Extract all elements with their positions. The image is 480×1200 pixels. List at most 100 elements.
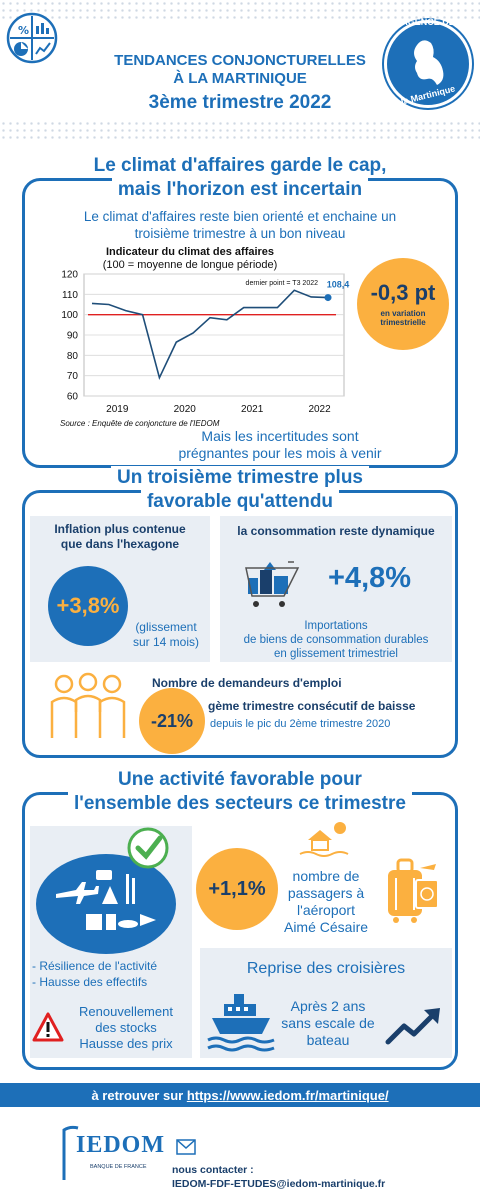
section1-intro-line2: troisième trimestre à un bon niveau <box>134 226 346 241</box>
contact-label: nous contacter : <box>172 1164 254 1176</box>
section1-title-line2: mais l'horizon est incertain <box>111 178 369 202</box>
footer-link-bar: à retrouver sur https://www.iedom.fr/mar… <box>0 1083 480 1107</box>
cruise-line2: sans escale de <box>281 1015 375 1031</box>
sectors-circle <box>36 854 176 954</box>
sectors-icons <box>56 870 156 930</box>
footer-link-prefix: à retrouver sur <box>91 1087 187 1103</box>
unemployment-title: Nombre de demandeurs d'emploi <box>152 676 342 690</box>
consumption-title: la consommation reste dynamique <box>237 524 435 538</box>
chart-y-tick-label: 60 <box>67 392 79 403</box>
air-traffic-line1: nombre de <box>292 868 360 884</box>
martinique-map-icon <box>414 40 444 85</box>
suitcase-icon <box>380 852 444 926</box>
kpi-climate-circle: -0,3 pt en variation trimestrielle <box>357 258 449 350</box>
chart-y-tick-label: 100 <box>61 310 78 321</box>
section3-title-line2: l'ensemble des secteurs ce trimestre <box>68 792 412 816</box>
inflation-note-line1: (glissement <box>135 620 197 634</box>
sectors-bullets: - Résilience de l'activité - Hausse des … <box>32 958 157 990</box>
chart-subtitle: (100 = moyenne de longue période) <box>102 259 278 271</box>
cruise-ship-icon <box>206 990 276 1052</box>
kpi-climate-label-line1: en variation <box>380 309 426 318</box>
unemployment-line1: gème trimestre consécutif de baisse <box>208 699 416 713</box>
section3-title: Une activité favorable pour l'ensemble d… <box>0 768 480 816</box>
air-traffic-text: nombre de passagers à l'aéroport Aimé Cé… <box>276 868 376 936</box>
header-dot-pattern-top <box>0 0 480 20</box>
inflation-note: (glissement sur 14 mois) <box>124 620 208 650</box>
chart-x-tick-label: 2020 <box>174 404 197 415</box>
people-icon <box>44 672 132 742</box>
air-traffic-line3: l'aéroport <box>297 902 355 918</box>
consumption-box <box>220 516 452 662</box>
section1-note-line1: Mais les incertitudes sont <box>201 428 359 444</box>
section2-title-line1: Un troisième trimestre plus <box>110 466 370 490</box>
cruise-line3: bateau <box>306 1032 350 1048</box>
inflation-title: Inflation plus contenue que dans l'hexag… <box>30 522 210 552</box>
section1-intro: Le climat d'affaires reste bien orienté … <box>30 208 450 242</box>
chart-x-tick-label: 2022 <box>308 404 331 415</box>
consumption-note-line2: de biens de consommation durables <box>243 634 429 646</box>
sectors-bullet1: - Résilience de l'activité <box>32 959 158 973</box>
chart-y-tick-label: 110 <box>62 290 78 301</box>
header-dot-pattern-bottom <box>0 120 480 142</box>
chart-y-tick-label: 70 <box>67 371 79 382</box>
beach-hut-icon <box>298 818 352 860</box>
header-title: TENDANCES CONJONCTURELLES À LA MARTINIQU… <box>80 52 400 116</box>
air-traffic-line2: passagers à <box>287 885 365 901</box>
section1-note: Mais les incertitudes sont prégnantes po… <box>140 428 420 462</box>
unemployment-circle: -21% <box>139 688 205 754</box>
air-traffic-circle: +1,1% <box>196 848 278 930</box>
inflation-title-line2: que dans l'hexagone <box>60 537 180 551</box>
svg-text:%: % <box>18 24 29 37</box>
shopping-cart-icon <box>244 556 304 612</box>
warning-line2: des stocks <box>95 1020 157 1035</box>
unemployment-value: -21% <box>150 710 194 731</box>
unemployment-line2: depuis le pic du 2ème trimestre 2020 <box>210 718 391 730</box>
iedom-logo-sub: BANQUE DE FRANCE <box>90 1164 147 1170</box>
climate-chart: 120 110 100 90 80 70 60 2019 2020 2021 2022 108,4 de… <box>61 270 350 416</box>
chart-annotation: dernier point = T3 2022 <box>246 280 319 287</box>
stats-icon: % <box>6 12 58 64</box>
envelope-icon <box>176 1139 196 1155</box>
chart-title: Indicateur du climat des affaires <box>105 246 275 258</box>
iedom-logo: IEDOM BANQUE DE FRANCE <box>60 1124 164 1186</box>
cruise-line1: Après 2 ans <box>290 998 366 1014</box>
checkmark-icon <box>126 826 170 870</box>
inflation-title-line1: Inflation plus contenue <box>54 522 186 536</box>
chart-y-tick-label: 90 <box>67 331 79 342</box>
consumption-note-line3: en glissement trimestriel <box>274 648 398 660</box>
footer-link-url[interactable]: https://www.iedom.fr/martinique/ <box>186 1087 389 1103</box>
chart-last-value-label: 108,4 <box>327 280 350 290</box>
sectors-bullet2: - Hausse des effectifs <box>32 975 148 989</box>
chart-y-tick-label: 120 <box>61 270 78 281</box>
section3-title-line1: Une activité favorable pour <box>112 768 368 792</box>
consumption-note: Importations de biens de consommation du… <box>220 619 452 661</box>
chart-series-line <box>91 289 329 381</box>
kpi-climate-value: -0,3 pt <box>370 280 436 305</box>
kpi-climate-label-line2: trimestrielle <box>380 318 426 327</box>
header-title-line3: 3ème trimestre 2022 <box>148 92 332 113</box>
chart-y-tick-label: 80 <box>67 351 79 362</box>
air-traffic-line4: Aimé Césaire <box>283 919 369 935</box>
section1-title: Le climat d'affaires garde le cap, mais … <box>0 154 480 202</box>
section2-title: Un troisième trimestre plus favorable qu… <box>0 466 480 514</box>
warning-text: Renouvellement des stocks Hausse des pri… <box>62 1004 190 1052</box>
section1-title-line1: Le climat d'affaires garde le cap, <box>87 154 393 178</box>
warning-line3: Hausse des prix <box>79 1036 173 1051</box>
header-title-line2: À LA MARTINIQUE <box>173 70 307 87</box>
agency-badge <box>384 20 472 108</box>
section2-title-line2: favorable qu'attendu <box>140 490 340 514</box>
chart-source: Source : Enquête de conjoncture de l'IED… <box>60 419 220 428</box>
cruise-title: Reprise des croisières <box>246 960 406 977</box>
header-title-line1: TENDANCES CONJONCTURELLES <box>114 52 366 69</box>
warning-icon <box>32 1012 64 1042</box>
chart-last-point-marker <box>324 294 332 302</box>
iedom-logo-text: IEDOM <box>76 1132 165 1158</box>
consumption-value: +4,8% <box>328 562 412 594</box>
inflation-note-line2: sur 14 mois) <box>132 635 200 649</box>
cruise-text: Après 2 ans sans escale de bateau <box>278 998 378 1049</box>
trend-up-arrow-icon <box>384 1004 446 1046</box>
chart-x-tick-label: 2021 <box>241 404 264 415</box>
contact-email[interactable]: IEDOM-FDF-ETUDES@iedom-martinique.fr <box>172 1178 386 1190</box>
air-traffic-value: +1,1% <box>208 877 266 900</box>
consumption-note-line1: Importations <box>304 620 368 632</box>
